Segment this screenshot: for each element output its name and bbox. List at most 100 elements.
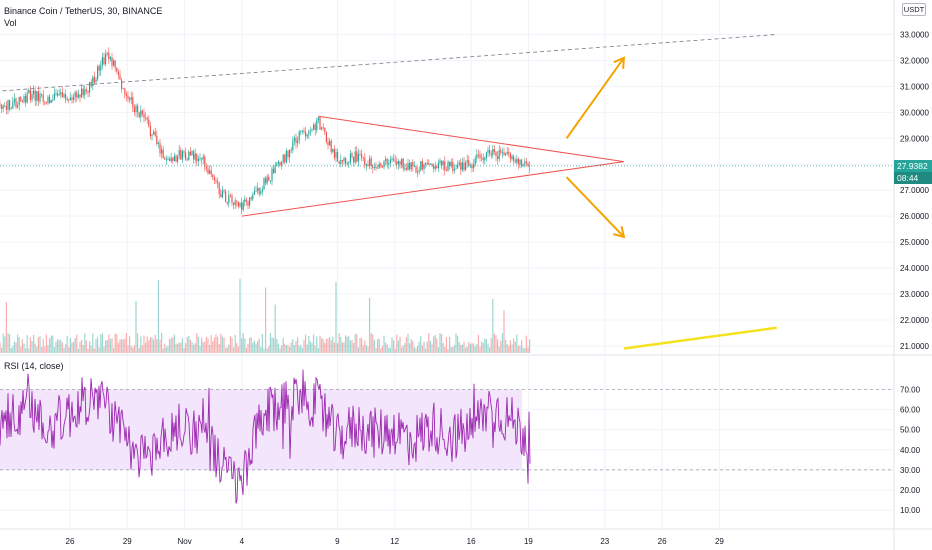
candle-body: [85, 89, 87, 91]
volume-bar: [399, 336, 401, 353]
candle-body: [517, 158, 519, 165]
candle-body: [172, 157, 174, 161]
volume-bar: [274, 304, 276, 353]
candle-body: [170, 157, 172, 162]
volume-bar: [333, 342, 335, 353]
volume-bar: [202, 342, 204, 353]
volume-bar: [153, 339, 155, 353]
candle-body: [143, 114, 145, 118]
volume-bar: [281, 345, 283, 353]
volume-bar: [242, 333, 244, 353]
volume-bar: [17, 334, 19, 353]
volume-bar: [121, 339, 123, 353]
candle-body: [89, 82, 91, 93]
candle-body: [45, 102, 47, 104]
candle-body: [431, 163, 433, 166]
volume-bar: [81, 339, 83, 353]
rsi-tick-label: 30.00: [900, 466, 921, 475]
candle-body: [474, 158, 476, 165]
volume-legend[interactable]: Vol: [4, 18, 17, 28]
candle-body: [81, 88, 83, 98]
volume-bar: [373, 339, 375, 353]
candle-body: [415, 166, 417, 173]
volume-bar: [127, 345, 129, 353]
volume-bar: [186, 337, 188, 353]
candle-body: [305, 132, 307, 137]
volume-bar: [41, 347, 43, 353]
rsi-tick-label: 40.00: [900, 446, 921, 455]
currency-button[interactable]: USDT: [902, 3, 926, 16]
dashed-trendline: [0, 34, 777, 92]
volume-bar: [236, 343, 238, 353]
candle-body: [39, 93, 41, 102]
time-tick-label: 12: [390, 537, 399, 546]
candle-body: [209, 170, 211, 174]
candle-body: [284, 154, 286, 163]
volume-bar: [76, 334, 78, 353]
volume-bar: [193, 344, 195, 353]
volume-bar: [490, 337, 492, 353]
price-tick-label: 25.0000: [900, 238, 929, 247]
candle-body: [397, 161, 399, 165]
volume-bar: [465, 347, 467, 353]
volume-bar: [482, 342, 484, 353]
volume-bar: [172, 337, 174, 353]
candle-body: [205, 167, 207, 169]
candle-body: [52, 99, 54, 101]
candle-body: [501, 152, 503, 154]
volume-bar: [106, 340, 108, 353]
candle-body: [9, 100, 11, 110]
candle-body: [341, 160, 343, 162]
volume-bar: [471, 343, 473, 353]
rsi-legend[interactable]: RSI (14, close): [4, 361, 64, 371]
candle-body: [434, 166, 436, 169]
volume-bar: [84, 333, 86, 353]
candle-body: [106, 52, 108, 54]
candle-body: [253, 191, 255, 195]
volume-bar: [389, 347, 391, 353]
candle-body: [2, 106, 4, 109]
candle-body: [477, 154, 479, 156]
volume-bar: [135, 300, 137, 353]
candle-body: [327, 142, 329, 146]
volume-bar: [215, 334, 217, 353]
candle-body: [468, 160, 470, 166]
candle-body: [221, 190, 223, 198]
candle-body: [41, 93, 43, 95]
candle-body: [129, 98, 131, 100]
volume-bar: [445, 336, 447, 353]
candle-body: [229, 195, 231, 197]
price-tick-label: 21.0000: [900, 342, 929, 351]
candle-body: [375, 167, 377, 168]
candle-body: [82, 88, 84, 96]
volume-bar: [329, 337, 331, 353]
volume-bar: [295, 340, 297, 353]
candle-body: [93, 77, 95, 83]
candle-body: [527, 162, 529, 166]
candle-body: [276, 163, 278, 166]
volume-bar: [37, 336, 39, 353]
candle-body: [404, 167, 406, 169]
candle-body: [212, 174, 214, 178]
symbol-legend[interactable]: Binance Coin / TetherUS, 30, BINANCE: [4, 6, 163, 16]
candle-body: [465, 162, 467, 170]
candle-body: [357, 153, 359, 162]
volume-bar: [397, 340, 399, 353]
candle-body: [298, 131, 300, 141]
volume-bar: [346, 336, 348, 353]
volume-bar: [247, 343, 249, 353]
volume-bar: [377, 339, 379, 353]
candle-body: [391, 158, 393, 160]
volume-bar: [20, 346, 22, 353]
rsi-tick-label: 20.00: [900, 486, 921, 495]
volume-bar: [455, 333, 457, 353]
candle-body: [215, 180, 217, 182]
volume-bar: [77, 348, 79, 353]
candle-body: [457, 164, 459, 169]
candle-body: [329, 140, 331, 146]
volume-bar: [489, 347, 491, 353]
candle-body: [393, 158, 395, 161]
volume-bar: [205, 337, 207, 353]
